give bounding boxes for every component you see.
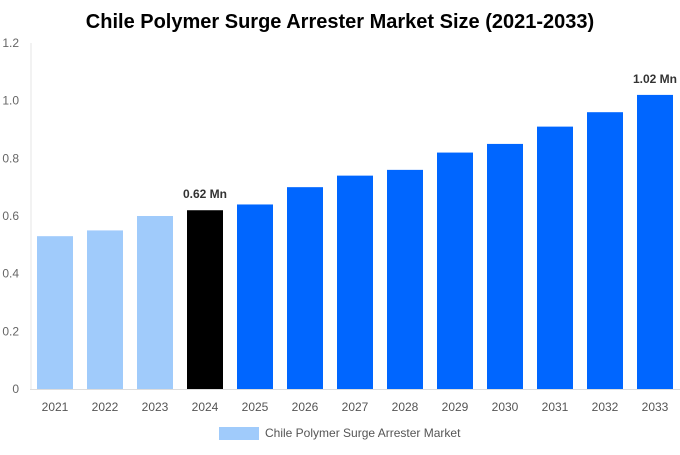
x-tick-label: 2032 — [592, 400, 619, 414]
x-tick-label: 2026 — [292, 400, 319, 414]
data-labels: 0.62 Mn 1.02 Mn — [183, 72, 677, 201]
bar-2029[interactable] — [437, 152, 473, 389]
y-tick-label: 0.2 — [2, 324, 19, 338]
bars — [37, 94, 673, 390]
x-tick-label: 2029 — [442, 400, 469, 414]
bar-2024[interactable] — [187, 210, 223, 389]
y-axis: 0 0.2 0.4 0.6 0.8 1.0 1.2 — [2, 36, 32, 396]
bar-2026[interactable] — [287, 187, 323, 389]
legend-label: Chile Polymer Surge Arrester Market — [265, 426, 461, 440]
x-axis: 2021 2022 2023 2024 2025 2026 2027 2028 2029 2030… — [30, 389, 680, 414]
bar-2021[interactable] — [37, 236, 73, 389]
x-tick-label: 2033 — [642, 400, 669, 414]
bar-2023[interactable] — [137, 216, 173, 389]
bar-2033[interactable] — [637, 94, 673, 390]
y-tick-label: 0.4 — [2, 267, 19, 281]
data-label: 0.62 Mn — [183, 187, 227, 201]
bar-2032[interactable] — [587, 112, 623, 389]
x-tick-label: 2025 — [242, 400, 269, 414]
bar-2022[interactable] — [87, 230, 123, 389]
legend[interactable]: Chile Polymer Surge Arrester Market — [219, 426, 461, 440]
x-tick-label: 2022 — [92, 400, 119, 414]
bar-2025[interactable] — [237, 204, 273, 389]
bar-2027[interactable] — [337, 175, 373, 389]
y-tick-label: 1.0 — [2, 94, 19, 108]
y-tick-label: 0 — [12, 382, 19, 396]
chart-title: Chile Polymer Surge Arrester Market Size… — [86, 11, 594, 33]
x-tick-label: 2028 — [392, 400, 419, 414]
x-tick-label: 2023 — [142, 400, 169, 414]
x-tick-label: 2031 — [542, 400, 569, 414]
y-tick-label: 0.8 — [2, 151, 19, 165]
data-label: 1.02 Mn — [633, 72, 677, 86]
legend-swatch — [219, 427, 259, 440]
x-tick-label: 2030 — [492, 400, 519, 414]
bar-2031[interactable] — [537, 126, 573, 389]
y-tick-label: 0.6 — [2, 209, 19, 223]
x-tick-label: 2021 — [42, 400, 69, 414]
bar-2030[interactable] — [487, 143, 523, 389]
bar-2028[interactable] — [387, 169, 423, 389]
x-tick-label: 2024 — [192, 400, 219, 414]
y-tick-label: 1.2 — [2, 36, 19, 50]
x-tick-label: 2027 — [342, 400, 369, 414]
